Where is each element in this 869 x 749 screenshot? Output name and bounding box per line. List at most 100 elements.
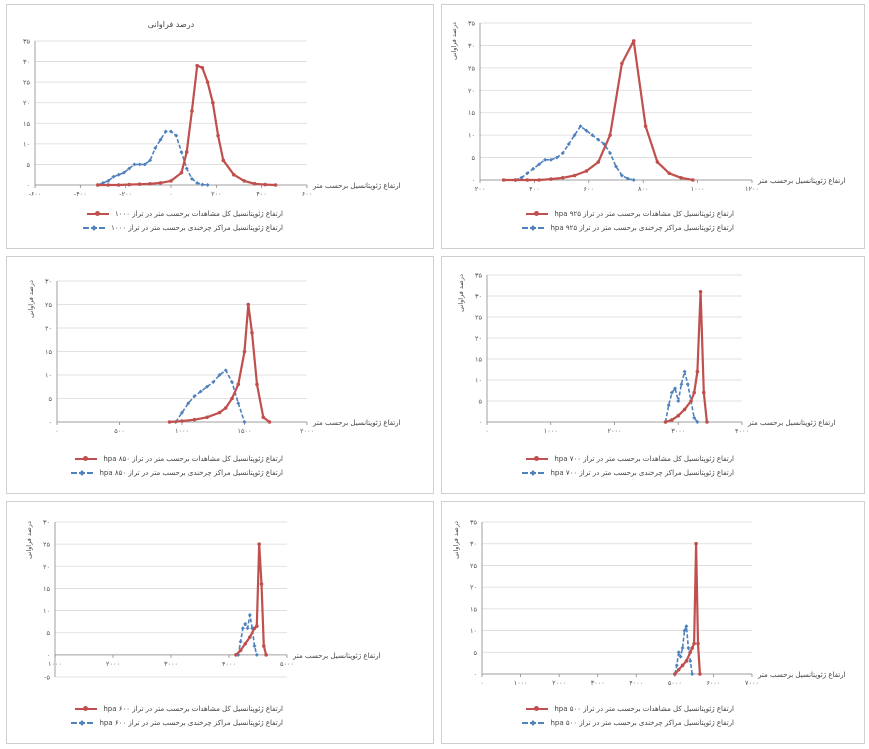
x-axis-title: ارتفاع ژئوپتانسیل برحسب متر <box>757 671 846 679</box>
series-line-all-observations <box>674 542 701 675</box>
data-point <box>243 641 248 646</box>
x-tick-label: ۳۰۰۰ <box>591 679 605 687</box>
data-point <box>682 369 687 374</box>
data-point <box>692 390 696 395</box>
series-line-all-observations <box>503 39 694 182</box>
data-point <box>608 133 612 137</box>
y-tick-label: ۱۵ <box>45 348 52 356</box>
data-point <box>254 652 259 657</box>
y-tick-label: ۲۵ <box>43 541 50 549</box>
data-point <box>695 420 700 424</box>
data-point <box>643 124 648 128</box>
data-point <box>205 80 210 84</box>
legend-entry: ارتفاع ژئوپتانسیل کل مشاهدات برحسب متر د… <box>71 705 283 713</box>
data-point <box>158 181 163 185</box>
legend-label: ارتفاع ژئوپتانسیل مراکز چرخندی برحسب متر… <box>550 469 734 477</box>
x-tick-label: ۰ <box>480 679 484 687</box>
data-point <box>179 170 184 175</box>
legend-swatch <box>75 455 98 463</box>
series-line-cyclone-centers <box>175 369 246 423</box>
y-tick-label: ۱۰ <box>468 132 475 140</box>
data-point <box>242 420 247 424</box>
x-tick-label: ۸۰۰ <box>638 185 648 193</box>
data-point <box>132 162 137 167</box>
data-point <box>255 624 259 628</box>
data-point <box>192 394 197 399</box>
data-point <box>680 645 685 650</box>
y-tick-label: ۲۵ <box>468 64 475 72</box>
data-point <box>631 39 636 43</box>
y-tick-label: ۵ <box>47 629 51 637</box>
x-tick-label: ۱۰۰۰ <box>691 185 705 193</box>
series-line-cyclone-centers <box>515 125 634 181</box>
legend-label: ارتفاع ژئوپتانسیل مراکز چرخندی برحسب متر… <box>99 719 283 727</box>
y-tick-label: ۱۵ <box>468 109 475 117</box>
y-tick-label: ۰ <box>479 419 483 427</box>
legend-label: ارتفاع ژئوپتانسیل کل مشاهدات برحسب متر د… <box>103 705 283 713</box>
y-tick-label: ۱۵ <box>23 120 30 128</box>
data-point <box>127 182 131 187</box>
data-point <box>195 63 199 68</box>
data-point <box>116 183 121 187</box>
y-tick-label: ۵ <box>474 649 478 657</box>
x-axis-title: ارتفاع ژئوپتانسیل برحسب متر <box>757 177 846 185</box>
data-point <box>223 406 228 410</box>
chart-panel-700: ۰ ۵ ۱۰ ۱۵ ۲۰ ۲۵ ۳۰ ۳۵ ۰ ۱۰۰۰ ۲۰۰۰ ۳۰۰۰ ۴۰۰۰ ارتفاع ژئ… <box>441 256 865 494</box>
data-point <box>608 151 613 156</box>
data-point <box>578 124 583 129</box>
x-tick-label: ۰ <box>485 427 489 435</box>
chart-panel-1000: ۰ ۵ ۱۰ ۱۵ ۲۰ ۲۵ ۳۰ ۳۵ -۶۰۰ -۴۰۰ -۲۰۰ ۰ ۲۰۰ ۴۰۰ ۶۰۰ ارتف… <box>6 4 434 249</box>
data-point <box>142 162 147 167</box>
data-point <box>698 672 702 676</box>
chart-svg: ۰ ۵ ۱۰ ۱۵ ۲۰ ۲۵ ۳۰ ۳۵ ۲۰۰ ۴۰۰ ۶۰۰ ۸۰۰ ۱۰۰۰ ۱۲۰۰ارتفاع… <box>450 20 846 194</box>
y-tick-label: ۵ <box>472 154 476 162</box>
y-tick-label: ۲۰ <box>475 335 482 343</box>
data-point <box>250 330 254 335</box>
y-tick-label: ۳۵ <box>470 519 477 527</box>
chart-legend: ارتفاع ژئوپتانسیل کل مشاهدات برحسب متر د… <box>522 455 734 483</box>
x-axis-title: ارتفاع ژئوپتانسیل برحسب متر <box>312 419 401 427</box>
legend-swatch <box>522 224 545 232</box>
chart-legend: ارتفاع ژئوپتانسیل کل مشاهدات برحسب متر د… <box>71 705 283 733</box>
data-point <box>519 175 524 180</box>
data-point <box>685 382 690 387</box>
data-point <box>252 626 257 631</box>
legend-entry: ارتفاع ژئوپتانسیل مراکز چرخندی برحسب متر… <box>522 719 734 727</box>
data-point <box>537 178 541 182</box>
legend-swatch <box>526 705 549 713</box>
legend-swatch <box>83 224 106 232</box>
x-tick-label: ۵۰۰۰ <box>668 679 682 687</box>
series-line-cyclone-centers <box>664 370 699 423</box>
y-tick-label: ۰ <box>49 419 53 427</box>
legend-entry: ارتفاع ژئوپتانسیل مراکز چرخندی برحسب متر… <box>71 469 283 477</box>
data-point <box>238 639 243 644</box>
legend-swatch <box>522 469 545 477</box>
data-point <box>211 380 216 385</box>
legend-entry: ارتفاع ژئوپتانسیل کل مشاهدات برحسب متر د… <box>522 455 734 463</box>
data-point <box>174 133 179 138</box>
data-point <box>217 410 222 415</box>
data-point <box>179 150 184 155</box>
data-point <box>211 100 215 105</box>
data-point <box>127 166 132 171</box>
x-tick-label: ۲۰۰۰ <box>300 427 314 435</box>
legend-entry: ارتفاع ژئوپتانسیل مراکز چرخندی برحسب متر… <box>522 224 734 232</box>
legend-swatch <box>526 210 549 218</box>
x-tick-label: ۲۰۰۰ <box>552 679 566 687</box>
y-axis-title: درصد فراوانی <box>452 521 460 559</box>
x-tick-label: ۵۰۰۰ <box>280 660 294 668</box>
legend-label: ارتفاع ژئوپتانسیل مراکز چرخندی برحسب متر… <box>550 224 734 232</box>
x-tick-label: ۱۰۰۰ <box>544 427 558 435</box>
x-tick-label: ۴۰۰۰ <box>222 660 236 668</box>
data-point <box>186 401 191 406</box>
y-tick-label: ۳۰ <box>468 42 475 50</box>
y-tick-label: ۰ <box>27 182 31 190</box>
data-point <box>240 626 245 631</box>
data-point <box>238 648 243 653</box>
data-point <box>688 650 693 655</box>
legend-label: ارتفاع ژئوپتانسیل مراکز چرخندی برحسب متر… <box>99 469 283 477</box>
data-point <box>137 162 142 167</box>
data-point <box>548 157 553 162</box>
x-tick-label: ۱۵۰۰ <box>238 427 252 435</box>
data-point <box>631 178 636 182</box>
